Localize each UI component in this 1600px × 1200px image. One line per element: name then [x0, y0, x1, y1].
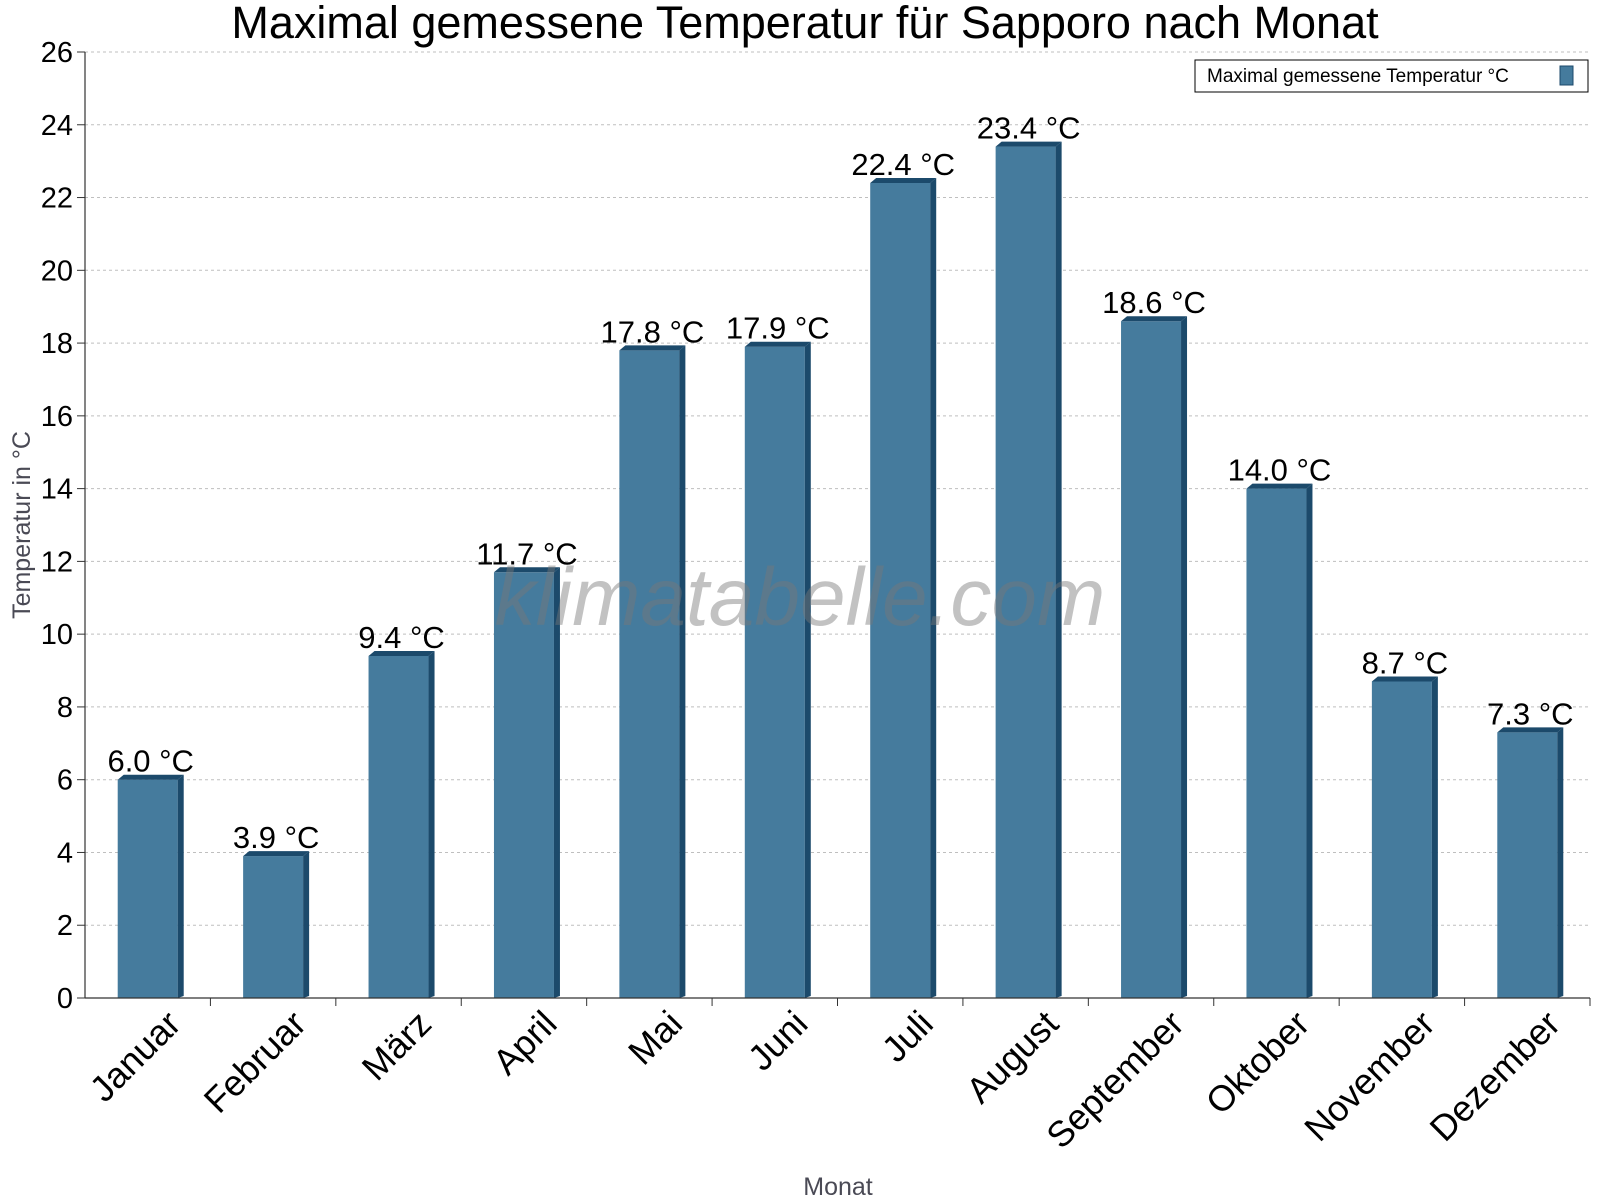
bar-face	[1497, 732, 1558, 998]
x-tick-label: März	[354, 1003, 440, 1089]
bar	[368, 650, 435, 998]
y-tick-label: 16	[41, 401, 73, 433]
bar-top	[744, 341, 811, 347]
y-tick-label: 8	[57, 692, 73, 724]
bar-face	[1371, 681, 1432, 998]
bar-top	[1121, 316, 1188, 322]
bar	[744, 341, 811, 998]
data-label: 3.9 °C	[233, 820, 320, 855]
y-tick-label: 14	[41, 474, 73, 506]
x-tick-label: April	[485, 1003, 565, 1083]
x-axis-title: Monat	[803, 1173, 873, 1200]
y-tick-label: 18	[41, 328, 73, 360]
x-tick-label: Dezember	[1422, 1003, 1568, 1149]
bar-top	[1497, 727, 1564, 733]
data-label: 9.4 °C	[358, 620, 445, 655]
data-labels: 6.0 °C 3.9 °C 9.4 °C 11.7 °C 17.8 °C 17.9 °C 2…	[107, 111, 1574, 855]
bar-top	[1371, 676, 1438, 682]
legend-swatch	[1559, 65, 1574, 86]
x-tick-label: Februar	[196, 1003, 314, 1121]
data-label: 17.9 °C	[726, 311, 830, 346]
bar-top	[493, 567, 560, 573]
bar	[117, 774, 184, 998]
data-label: 14.0 °C	[1228, 453, 1332, 488]
bar-side	[1055, 141, 1062, 999]
bar-top	[870, 177, 937, 183]
bar-face	[368, 655, 429, 998]
bar-side	[930, 177, 937, 998]
x-tick-label: Oktober	[1198, 1003, 1318, 1123]
y-tick-label: 12	[41, 546, 73, 578]
bar-top	[1246, 483, 1313, 489]
bar-top	[243, 851, 310, 857]
y-axis-title: Temperatur in °C	[8, 431, 36, 619]
y-tick-label: 0	[57, 983, 73, 1015]
bar-side	[553, 567, 560, 998]
bar-side	[177, 774, 184, 998]
bar-face	[117, 779, 178, 998]
bar	[1497, 727, 1564, 998]
bar-top	[368, 650, 435, 656]
bar-side	[804, 341, 811, 998]
bar	[870, 177, 937, 998]
bar-face	[1121, 321, 1182, 998]
bar	[243, 851, 310, 998]
bar	[1246, 483, 1313, 999]
y-tick-label: 2	[57, 910, 73, 942]
bar-top	[117, 774, 184, 780]
bars	[117, 141, 1564, 999]
y-tick-label: 26	[41, 37, 73, 69]
legend-box	[1194, 59, 1589, 93]
y-tick-label: 24	[41, 110, 73, 142]
data-label: 18.6 °C	[1102, 285, 1206, 320]
data-label: 7.3 °C	[1487, 696, 1574, 731]
bar-face	[493, 572, 554, 998]
bar-top	[619, 345, 686, 351]
data-label: 17.8 °C	[601, 314, 705, 349]
bar-face	[619, 350, 680, 998]
x-tick-label: Juni	[740, 1003, 816, 1079]
y-tick-label: 22	[41, 183, 73, 215]
bar-face	[870, 182, 931, 998]
x-tick-label: September	[1038, 1003, 1192, 1157]
bar	[1371, 676, 1438, 998]
y-tick-label: 6	[57, 765, 73, 797]
legend-label: Maximal gemessene Temperatur °C	[1207, 66, 1509, 87]
bar-side	[1557, 727, 1564, 998]
bar	[1121, 316, 1188, 998]
bar	[995, 141, 1062, 999]
watermark: klimatabelle.com	[495, 552, 1106, 643]
bar-face	[243, 856, 304, 998]
y-tick-label: 10	[41, 619, 73, 651]
x-tick-label: August	[958, 1003, 1066, 1111]
data-label: 8.7 °C	[1362, 645, 1449, 680]
grid-lines	[85, 51, 1590, 926]
bar-side	[303, 851, 310, 998]
bar-side	[1431, 676, 1438, 998]
data-label: 22.4 °C	[851, 147, 955, 182]
y-tick-label: 20	[41, 255, 73, 287]
bar	[619, 345, 686, 998]
x-tick-label: Mai	[620, 1003, 690, 1073]
bar-side	[428, 650, 435, 998]
bar-top	[995, 141, 1062, 147]
y-tick-label: 4	[57, 837, 73, 869]
x-tick-label: Juli	[874, 1003, 941, 1070]
x-tick-label: November	[1296, 1003, 1442, 1149]
x-tick-label: Januar	[82, 1003, 189, 1110]
data-label: 6.0 °C	[107, 744, 194, 779]
data-label: 23.4 °C	[977, 111, 1081, 146]
data-label: 11.7 °C	[476, 536, 577, 571]
bar-face	[995, 146, 1056, 999]
bar	[493, 567, 560, 998]
bar-side	[1306, 483, 1313, 999]
legend: Maximal gemessene Temperatur °C	[1194, 59, 1589, 93]
bar-side	[679, 345, 686, 998]
chart-title: Maximal gemessene Temperatur für Sapporo…	[231, 0, 1379, 48]
bar-face	[744, 346, 805, 998]
bar-face	[1246, 488, 1307, 998]
bar-side	[1181, 316, 1188, 998]
